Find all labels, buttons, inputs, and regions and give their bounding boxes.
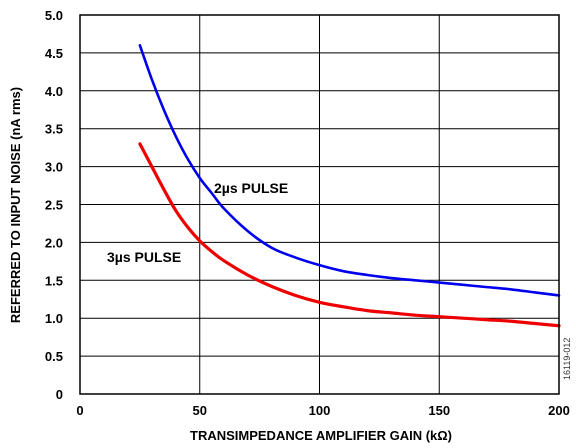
figure-id: 16119-012 [562,338,572,380]
y-tick-label: 3.0 [45,160,63,175]
y-tick-label: 2.0 [45,235,63,250]
y-tick-label: 4.0 [45,84,63,99]
y-tick-label: 5.0 [45,8,63,23]
y-tick-label: 2.5 [45,198,63,213]
y-tick-label: 4.5 [45,46,63,61]
series-lines [138,44,561,328]
y-tick-label: 0.5 [45,349,63,364]
x-axis-title: TRANSIMPEDANCE AMPLIFIER GAIN (kΩ) [190,428,452,443]
x-tick-labels: 0 50 100 150 200 [76,403,569,418]
grid-lines [80,15,559,394]
y-tick-label: 0 [56,387,63,402]
x-tick-label: 50 [193,403,207,418]
x-tick-label: 0 [76,403,83,418]
series-line-2us-pulse [138,44,561,297]
plot-area-frame [79,14,560,395]
x-tick-label: 200 [548,403,570,418]
series-line-3us-pulse [138,142,561,328]
y-tick-label: 1.0 [45,311,63,326]
y-tick-label: 1.5 [45,273,63,288]
y-tick-labels: 0 0.5 1.0 1.5 2.0 2.5 3.0 3.5 4.0 4.5 5.0 [45,8,63,402]
y-tick-label: 3.5 [45,122,63,137]
x-tick-label: 100 [309,403,331,418]
annotation-3us-pulse: 3µs PULSE [107,249,181,265]
y-axis-title: REFERRED TO INPUT NOISE (nA rms) [8,87,23,323]
annotation-2us-pulse: 2µs PULSE [214,180,288,196]
x-tick-label: 150 [428,403,450,418]
